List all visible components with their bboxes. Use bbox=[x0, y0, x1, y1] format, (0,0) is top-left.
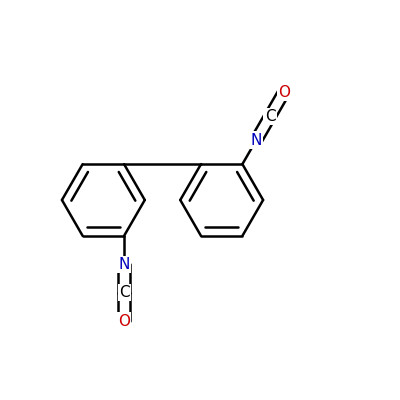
Text: C: C bbox=[119, 285, 129, 300]
Text: C: C bbox=[265, 109, 275, 124]
Text: N: N bbox=[250, 133, 262, 148]
Text: O: O bbox=[278, 85, 290, 100]
Text: O: O bbox=[118, 314, 130, 328]
Text: N: N bbox=[118, 257, 130, 272]
